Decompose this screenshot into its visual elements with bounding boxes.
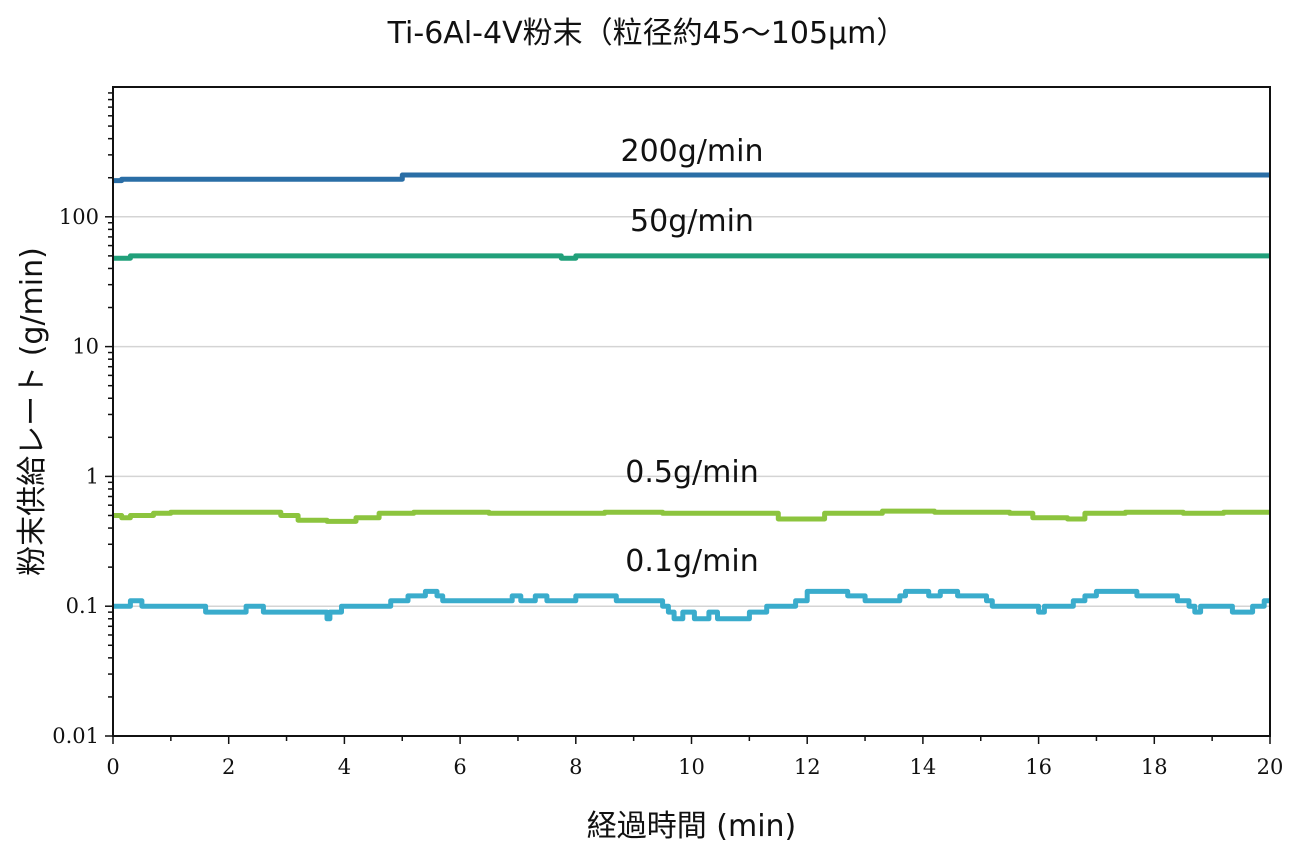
series-line-2 bbox=[113, 508, 1270, 524]
series-lines bbox=[113, 172, 1270, 622]
x-tick-label: 8 bbox=[569, 755, 582, 779]
x-tick-label: 20 bbox=[1257, 755, 1284, 779]
x-tick-label: 12 bbox=[794, 755, 821, 779]
series-label-1: 50g/min bbox=[630, 204, 754, 239]
x-tick-label: 10 bbox=[678, 755, 705, 779]
y-tick-label: 10 bbox=[72, 335, 99, 359]
x-tick-label: 14 bbox=[910, 755, 937, 779]
chart-title: Ti-6Al-4V粉末（粒径約45～105µm） bbox=[387, 16, 907, 51]
plot-frame bbox=[112, 86, 1271, 737]
x-tick-label: 6 bbox=[453, 755, 466, 779]
x-tick-label: 2 bbox=[222, 755, 235, 779]
series-line-1 bbox=[113, 253, 1270, 261]
series-labels: 200g/min 50g/min 0.5g/min 0.1g/min bbox=[621, 134, 764, 579]
y-tick-label: 0.01 bbox=[52, 724, 99, 748]
series-label-3: 0.1g/min bbox=[625, 544, 758, 579]
y-tick-label: 0.1 bbox=[66, 594, 99, 618]
x-tick-label: 16 bbox=[1025, 755, 1052, 779]
series-line-3 bbox=[113, 588, 1270, 622]
series-label-0: 200g/min bbox=[621, 134, 764, 169]
x-tick-labels: 0 2 4 6 8 10 12 14 16 18 20 bbox=[106, 755, 1283, 779]
x-axis-ticks bbox=[112, 736, 1271, 744]
y-tick-label: 100 bbox=[59, 205, 99, 229]
x-axis-label: 経過時間 (min) bbox=[587, 809, 797, 844]
gridlines bbox=[113, 216, 1270, 607]
y-tick-label: 1 bbox=[86, 464, 99, 488]
y-minor-ticks bbox=[105, 92, 113, 737]
y-tick-labels: 0.01 0.1 1 10 100 bbox=[52, 205, 99, 748]
x-tick-label: 18 bbox=[1141, 755, 1168, 779]
y-axis-label: 粉末供給レート (g/min) bbox=[15, 247, 50, 576]
series-label-2: 0.5g/min bbox=[625, 455, 758, 490]
x-tick-label: 4 bbox=[338, 755, 351, 779]
series-line-0 bbox=[113, 172, 1270, 184]
x-tick-label: 0 bbox=[106, 755, 119, 779]
